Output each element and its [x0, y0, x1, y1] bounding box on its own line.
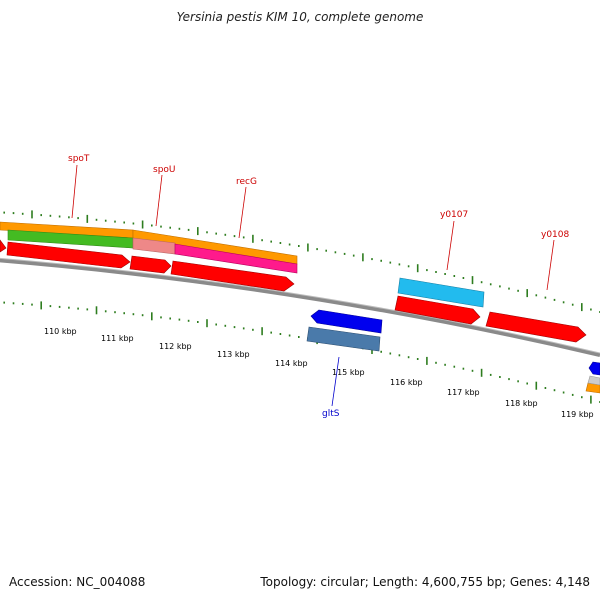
gene-red-arrow-spoT[interactable] [6, 241, 131, 269]
gene-red-arrow-edge[interactable] [0, 239, 7, 253]
genome-backbone [0, 258, 600, 357]
gene-label-gltS[interactable]: gltS [322, 409, 340, 419]
gene-red-arrow-y0107[interactable] [394, 295, 481, 325]
tick-label-113kbp: 113 kbp [217, 350, 250, 359]
genome-backbone-highlight [0, 257, 600, 354]
gene-blue-edge-right[interactable] [588, 361, 600, 376]
tick-label-116kbp: 116 kbp [390, 378, 423, 387]
gene-red-arrow-recG[interactable] [170, 260, 295, 292]
gene-red-arrow-spoU[interactable] [129, 255, 172, 274]
gene-cyan-y0107[interactable] [397, 277, 485, 308]
leader-gltS [331, 356, 340, 407]
genome-summary: Topology: circular; Length: 4,600,755 bp… [260, 575, 590, 589]
leader-spoT [71, 164, 78, 219]
leader-spoU [155, 174, 163, 227]
gene-label-y0107[interactable]: y0107 [440, 210, 468, 220]
tick-label-110kbp: 110 kbp [44, 327, 77, 336]
gene-label-recG[interactable]: recG [236, 177, 257, 187]
gene-steel-segment[interactable] [306, 326, 381, 352]
tick-label-117kbp: 117 kbp [447, 388, 480, 397]
tick-label-119kbp: 119 kbp [561, 410, 594, 419]
tick-label-111kbp: 111 kbp [101, 334, 134, 343]
accession-label: Accession: NC_004088 [9, 575, 146, 589]
leader-y0107 [446, 220, 455, 271]
tick-label-114kbp: 114 kbp [275, 359, 308, 368]
gene-label-spoU[interactable]: spoU [153, 165, 176, 175]
gene-blue-arrow-gltS[interactable] [310, 309, 383, 334]
tick-label-118kbp: 118 kbp [505, 399, 538, 408]
leader-recG [238, 186, 247, 239]
gene-gray-edge-right[interactable] [587, 375, 600, 386]
gene-red-arrow-y0108[interactable] [485, 311, 587, 343]
gene-label-spoT[interactable]: spoT [68, 154, 90, 164]
gene-label-y0108[interactable]: y0108 [541, 230, 570, 240]
map-title: Yersinia pestis KIM 10, complete genome [176, 10, 424, 24]
tick-label-112kbp: 112 kbp [159, 342, 192, 351]
tick-label-115kbp: 115 kbp [332, 368, 365, 377]
gene-pink-segment[interactable] [174, 243, 298, 274]
leader-y0108 [546, 239, 555, 291]
outer-tick-track [3, 210, 600, 313]
